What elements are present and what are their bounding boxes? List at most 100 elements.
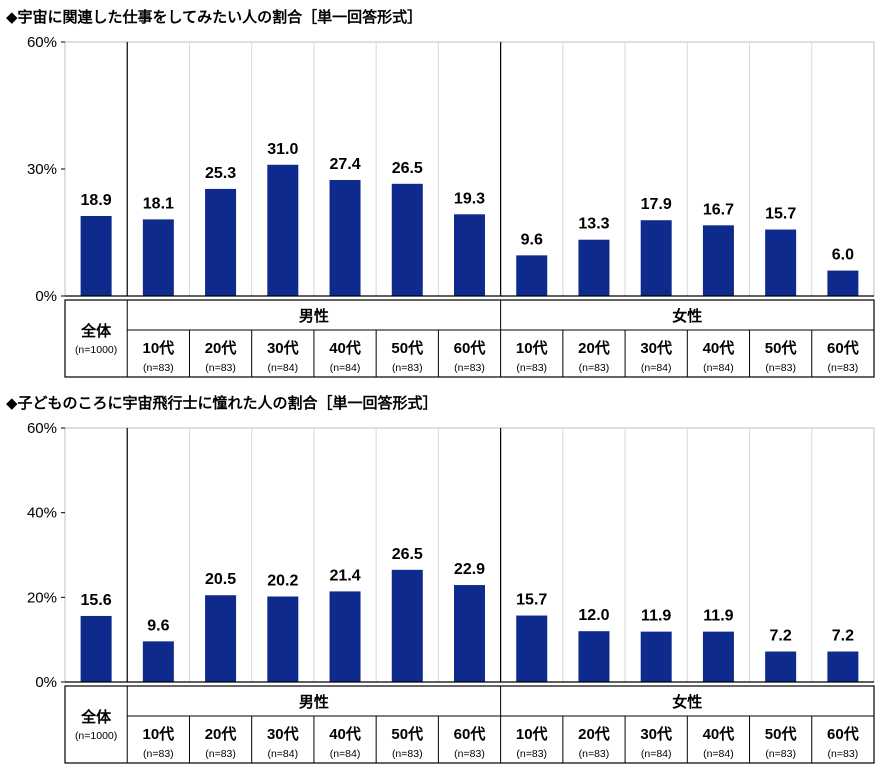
y-tick-label: 30% bbox=[27, 161, 57, 178]
y-tick-label: 40% bbox=[27, 505, 57, 522]
bar-value-label: 20.5 bbox=[205, 571, 236, 588]
bar-value-label: 7.2 bbox=[770, 628, 792, 645]
bar-value-label: 7.2 bbox=[832, 628, 854, 645]
bar-value-label: 13.3 bbox=[578, 216, 609, 233]
group-label: 女性 bbox=[672, 693, 702, 711]
bar bbox=[765, 651, 797, 682]
sample-size-label: (n=84) bbox=[703, 362, 734, 374]
bar-value-label: 26.5 bbox=[392, 160, 423, 177]
sample-size-label: (n=1000) bbox=[75, 344, 117, 356]
bar bbox=[80, 215, 112, 296]
bar bbox=[454, 214, 485, 296]
category-label: 50代 bbox=[391, 339, 423, 357]
sample-size-label: (n=84) bbox=[703, 748, 734, 760]
bar bbox=[827, 270, 859, 296]
sample-size-label: (n=84) bbox=[267, 748, 298, 760]
bar bbox=[516, 255, 548, 296]
bar-value-label: 19.3 bbox=[454, 190, 485, 207]
category-label: 30代 bbox=[640, 725, 672, 743]
bar bbox=[205, 595, 237, 682]
category-label: 全体 bbox=[80, 322, 112, 340]
y-tick-label: 0% bbox=[35, 288, 57, 305]
bar bbox=[267, 596, 299, 682]
sample-size-label: (n=83) bbox=[205, 362, 236, 374]
bar bbox=[391, 569, 423, 682]
category-label: 20代 bbox=[578, 339, 610, 357]
group-label: 女性 bbox=[672, 307, 702, 325]
sample-size-label: (n=84) bbox=[330, 362, 361, 374]
category-label: 40代 bbox=[703, 339, 735, 357]
bar bbox=[578, 239, 610, 296]
group-label: 男性 bbox=[299, 693, 329, 711]
bar bbox=[640, 631, 672, 682]
category-label: 20代 bbox=[205, 725, 237, 743]
sample-size-label: (n=83) bbox=[765, 362, 796, 374]
bar-value-label: 31.0 bbox=[267, 141, 298, 158]
category-label: 10代 bbox=[143, 725, 175, 743]
sample-size-label: (n=83) bbox=[454, 362, 485, 374]
category-label: 30代 bbox=[267, 725, 299, 743]
category-label: 全体 bbox=[80, 708, 112, 726]
bar-value-label: 18.1 bbox=[143, 195, 174, 212]
sample-size-label: (n=83) bbox=[392, 362, 423, 374]
bar-value-label: 16.7 bbox=[703, 201, 734, 218]
bar-value-label: 11.9 bbox=[703, 608, 733, 625]
bar-value-label: 18.9 bbox=[81, 192, 112, 209]
sample-size-label: (n=83) bbox=[828, 748, 859, 760]
group-label: 男性 bbox=[299, 307, 329, 325]
sample-size-label: (n=83) bbox=[143, 748, 174, 760]
bar bbox=[391, 183, 423, 296]
sample-size-label: (n=83) bbox=[143, 362, 174, 374]
y-tick-label: 0% bbox=[35, 674, 57, 691]
sample-size-label: (n=84) bbox=[330, 748, 361, 760]
chart-2-svg: 0% 20% 40% 60% 15.6 9.6 20.5 20.2 21.4 26.5 22.9 15… bbox=[27, 420, 875, 764]
bar bbox=[702, 631, 734, 682]
sample-size-label: (n=84) bbox=[267, 362, 298, 374]
category-label: 10代 bbox=[516, 725, 548, 743]
y-tick-label: 60% bbox=[27, 420, 57, 437]
y-tick-label: 20% bbox=[27, 589, 57, 606]
category-label: 50代 bbox=[765, 339, 797, 357]
bar-value-label: 25.3 bbox=[205, 165, 236, 182]
bar bbox=[765, 229, 797, 296]
category-label: 60代 bbox=[454, 725, 486, 743]
sample-size-label: (n=83) bbox=[392, 748, 423, 760]
chart-1-svg: 0% 30% 60% 18.9 18.1 25.3 31.0 27.4 26.5 19.3 9.6 1… bbox=[27, 34, 875, 378]
sample-size-label: (n=1000) bbox=[75, 730, 117, 742]
bar-value-label: 21.4 bbox=[329, 567, 360, 584]
sample-size-label: (n=83) bbox=[828, 362, 859, 374]
category-label: 20代 bbox=[578, 725, 610, 743]
bar bbox=[329, 591, 361, 682]
sample-size-label: (n=83) bbox=[205, 748, 236, 760]
bar bbox=[329, 180, 361, 296]
bar-value-label: 26.5 bbox=[392, 546, 423, 563]
category-label: 40代 bbox=[329, 725, 361, 743]
bar-value-label: 11.9 bbox=[641, 608, 671, 625]
bar-value-label: 12.0 bbox=[578, 607, 609, 624]
sample-size-label: (n=83) bbox=[516, 362, 547, 374]
category-label: 30代 bbox=[267, 339, 299, 357]
bar-value-label: 9.6 bbox=[147, 617, 169, 634]
sample-size-label: (n=83) bbox=[765, 748, 796, 760]
bar bbox=[80, 615, 112, 682]
bar-value-label: 17.9 bbox=[641, 196, 672, 213]
bar bbox=[827, 651, 859, 682]
bar-value-label: 22.9 bbox=[454, 561, 485, 578]
sample-size-label: (n=84) bbox=[641, 362, 672, 374]
bar-value-label: 27.4 bbox=[329, 156, 360, 173]
category-label: 40代 bbox=[329, 339, 361, 357]
category-label: 50代 bbox=[391, 725, 423, 743]
chart-2-title: ◆子どものころに宇宙飛行士に憧れた人の割合［単一回答形式］ bbox=[6, 394, 438, 412]
category-label: 60代 bbox=[454, 339, 486, 357]
sample-size-label: (n=84) bbox=[641, 748, 672, 760]
category-label: 60代 bbox=[827, 339, 859, 357]
bar bbox=[142, 219, 174, 296]
bar bbox=[267, 164, 299, 296]
bar bbox=[205, 188, 237, 296]
bar bbox=[142, 641, 174, 682]
bar-value-label: 20.2 bbox=[267, 572, 298, 589]
sample-size-label: (n=83) bbox=[579, 748, 610, 760]
bar bbox=[454, 585, 485, 682]
bar bbox=[702, 225, 734, 296]
bar bbox=[516, 615, 548, 682]
